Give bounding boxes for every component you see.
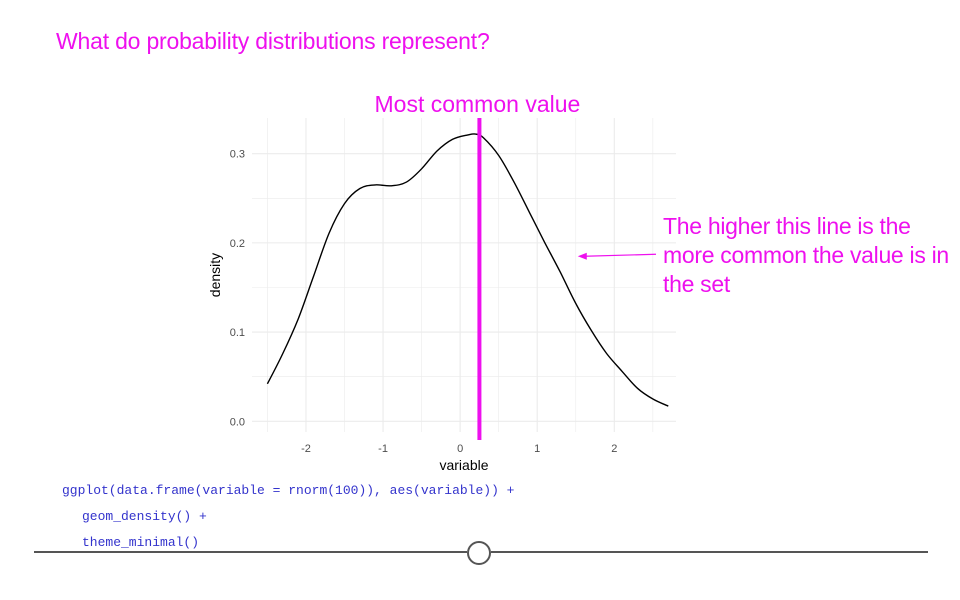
curve-layer [266, 133, 669, 407]
axis-layer: -2 -1 0 1 2 0.0 0.1 0.2 0.3 variable density [207, 149, 617, 473]
annotation-layer: Most common value [375, 91, 657, 440]
y-tick-label: 0.0 [230, 416, 245, 428]
grid-layer [252, 118, 676, 432]
annotation-arrow-shaft [584, 253, 657, 257]
density-curve [266, 133, 669, 407]
y-tick-label: 0.1 [230, 327, 245, 339]
density-chart: -2 -1 0 1 2 0.0 0.1 0.2 0.3 variable density Most … [207, 91, 676, 473]
annotation-arrow-head [577, 252, 587, 260]
y-tick-label: 0.2 [230, 238, 245, 250]
y-tick-label: 0.3 [230, 149, 245, 161]
progress-divider-right [491, 551, 928, 553]
code-line: theme_minimal() [82, 535, 200, 550]
x-tick-label: 0 [457, 443, 463, 455]
code-line: geom_density() + [82, 509, 207, 524]
code-line: ggplot(data.frame(variable = rnorm(100))… [62, 483, 515, 498]
progress-divider-left [34, 551, 467, 553]
chart-title: Most common value [375, 91, 581, 117]
y-axis-label: density [207, 253, 223, 297]
x-tick-label: 1 [534, 443, 540, 455]
x-tick-label: -1 [378, 443, 388, 455]
slide-title: What do probability distributions repres… [56, 28, 490, 54]
code-block: ggplot(data.frame(variable = rnorm(100))… [62, 478, 514, 556]
x-axis-label: variable [439, 457, 488, 473]
progress-knob[interactable] [467, 541, 491, 565]
x-tick-label: 2 [611, 443, 617, 455]
annotation-text: The higher this line is the more common … [663, 213, 949, 297]
x-tick-label: -2 [301, 443, 311, 455]
